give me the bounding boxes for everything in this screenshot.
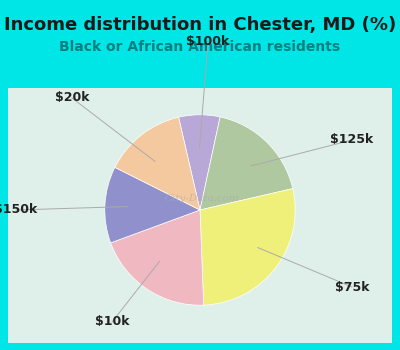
Wedge shape bbox=[178, 115, 220, 210]
Wedge shape bbox=[115, 117, 200, 210]
Text: $10k: $10k bbox=[95, 315, 129, 329]
Text: Black or African American residents: Black or African American residents bbox=[60, 40, 340, 54]
Text: $150k: $150k bbox=[0, 203, 38, 217]
Wedge shape bbox=[111, 210, 204, 305]
Text: $20k: $20k bbox=[55, 91, 89, 105]
Text: Income distribution in Chester, MD (%): Income distribution in Chester, MD (%) bbox=[4, 16, 396, 34]
Text: $125k: $125k bbox=[330, 133, 374, 147]
Text: City-Data.com: City-Data.com bbox=[164, 194, 239, 203]
Wedge shape bbox=[105, 167, 200, 243]
Wedge shape bbox=[200, 117, 293, 210]
Text: $100k: $100k bbox=[186, 35, 230, 49]
Text: $75k: $75k bbox=[335, 280, 369, 294]
Wedge shape bbox=[200, 189, 295, 305]
